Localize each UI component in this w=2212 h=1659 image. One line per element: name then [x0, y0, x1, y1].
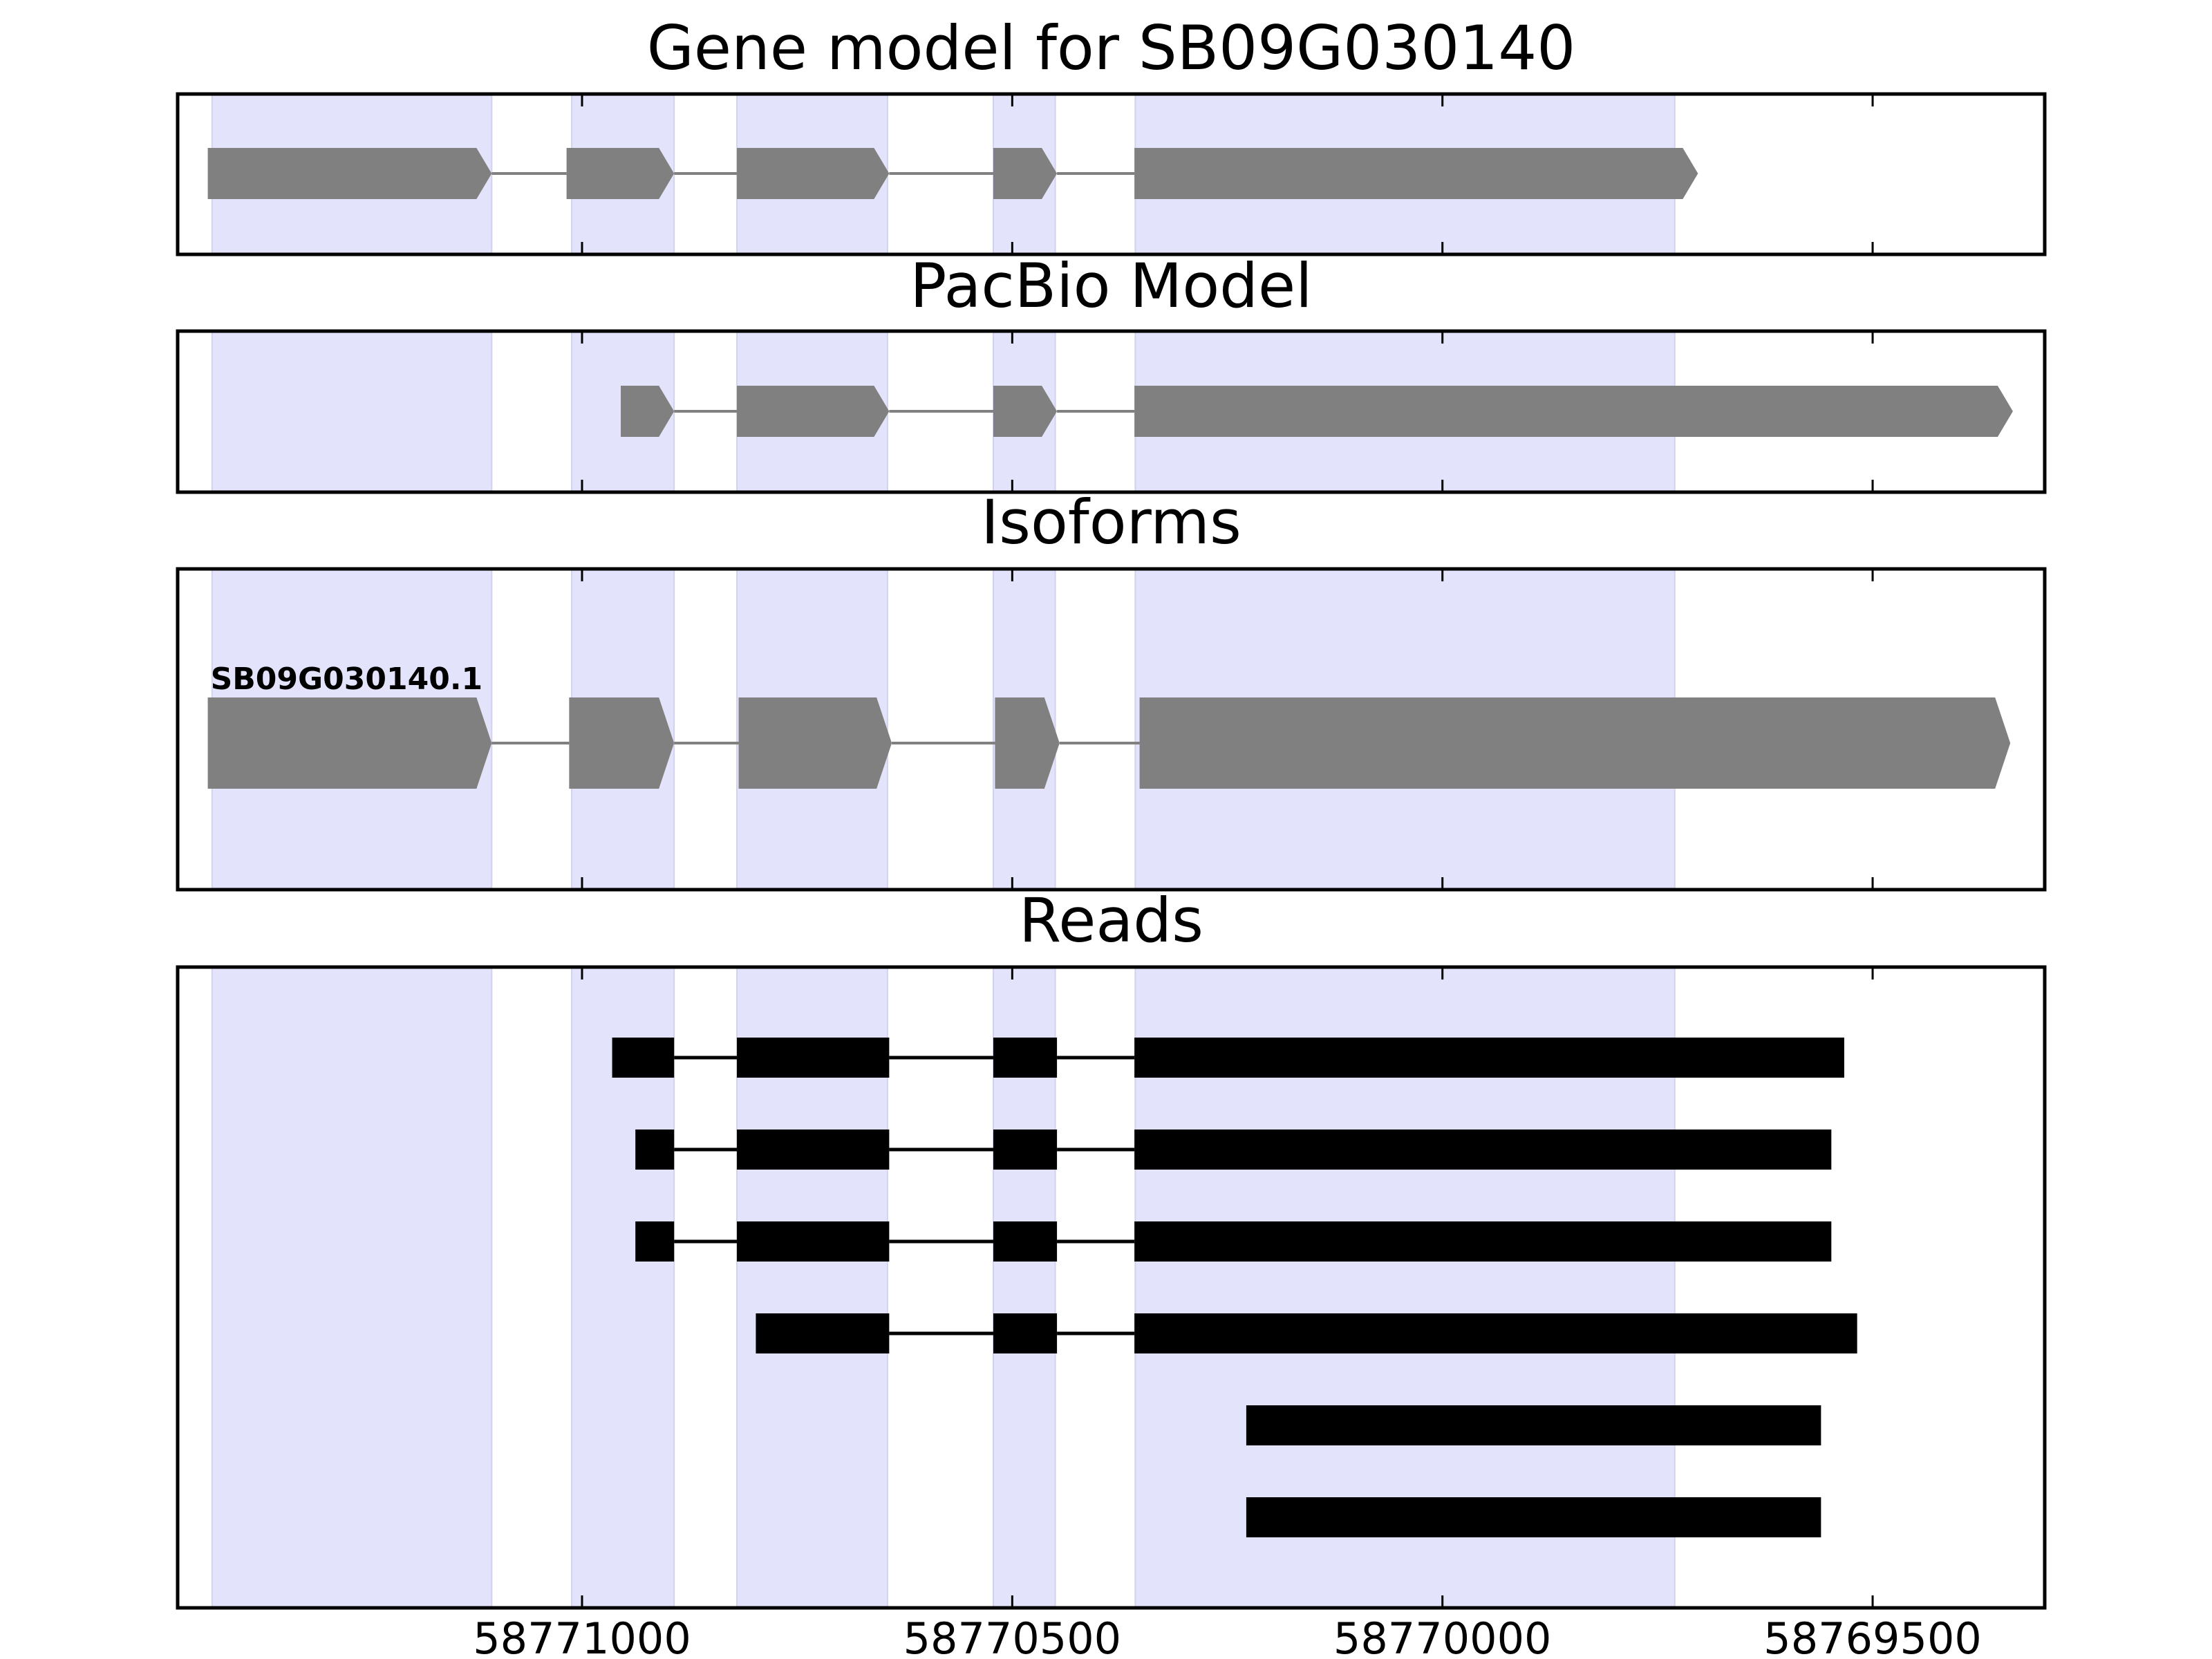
track-6: [1246, 1497, 1821, 1537]
exon-block: [1134, 1313, 1857, 1353]
exon-block: [207, 148, 492, 199]
panel-2: PacBio Model: [176, 250, 2047, 494]
track-4: [756, 1313, 1857, 1353]
panel-3: Isoforms SB09G030140.1: [176, 487, 2047, 892]
exon-block: [1134, 1221, 1832, 1262]
exon-block: [635, 1130, 675, 1170]
exon-block: [737, 148, 890, 199]
track-1: [207, 148, 1698, 199]
x-tick-label: 58771000: [473, 1613, 691, 1659]
exon-block: [621, 386, 675, 437]
exon-block: [1134, 386, 2013, 437]
exon-block: [993, 386, 1058, 437]
panel-plot-area: [207, 569, 2011, 890]
panel-1: Gene model for SB09G030140: [176, 12, 2047, 256]
exon-block: [612, 1038, 675, 1078]
exon-block: [993, 1038, 1058, 1078]
panels-layer: Gene model for SB09G030140 PacBio Model Is…: [176, 12, 2047, 1659]
panel-plot-area: [211, 967, 1857, 1608]
panel-title: Reads: [1019, 885, 1203, 956]
exon-block: [569, 697, 675, 789]
panel-frame: [176, 92, 2047, 256]
track-2: [635, 1130, 1832, 1170]
panel-frame: [176, 329, 2047, 494]
exon-block: [1246, 1497, 1821, 1537]
panel-title: Gene model for SB09G030140: [647, 12, 1576, 84]
exon-block: [737, 1038, 890, 1078]
panel-plot-area: [207, 94, 1698, 254]
panel-frame: [176, 965, 2047, 1610]
exon-block: [207, 697, 492, 789]
exon-block: [993, 1221, 1058, 1262]
exon-block: [1139, 697, 2011, 789]
exon-block: [635, 1221, 675, 1262]
exon-block: [566, 148, 675, 199]
exon-block: [1134, 1038, 1844, 1078]
exon-block: [737, 1130, 890, 1170]
panel-title: Isoforms: [981, 487, 1241, 558]
track-3: [635, 1221, 1832, 1262]
track-1: [207, 697, 2011, 789]
exon-block: [1246, 1405, 1821, 1445]
exon-block: [995, 697, 1060, 789]
exon-block: [993, 148, 1058, 199]
panel-4: Reads: [176, 885, 2047, 1610]
panel-frame: [176, 567, 2047, 892]
exon-block: [738, 697, 892, 789]
exon-region-highlight: [211, 331, 493, 492]
x-tick-label: 58770500: [903, 1613, 1122, 1659]
x-tick-label: 58770000: [1333, 1613, 1552, 1659]
track-1: [612, 1038, 1844, 1078]
exon-block: [737, 1221, 890, 1262]
x-tick-label: 58769500: [1763, 1613, 1982, 1659]
panel-title: PacBio Model: [910, 250, 1312, 321]
exon-block: [1134, 1130, 1832, 1170]
panel-plot-area: [211, 331, 2013, 492]
exon-block: [1134, 148, 1698, 199]
track-5: [1246, 1405, 1821, 1445]
exon-block: [737, 386, 890, 437]
track-1: [621, 386, 2013, 437]
exon-block: [756, 1313, 890, 1353]
exon-block: [993, 1313, 1058, 1353]
exon-region-highlight: [211, 967, 493, 1608]
isoform-label: SB09G030140.1: [211, 662, 483, 697]
exon-block: [993, 1130, 1058, 1170]
